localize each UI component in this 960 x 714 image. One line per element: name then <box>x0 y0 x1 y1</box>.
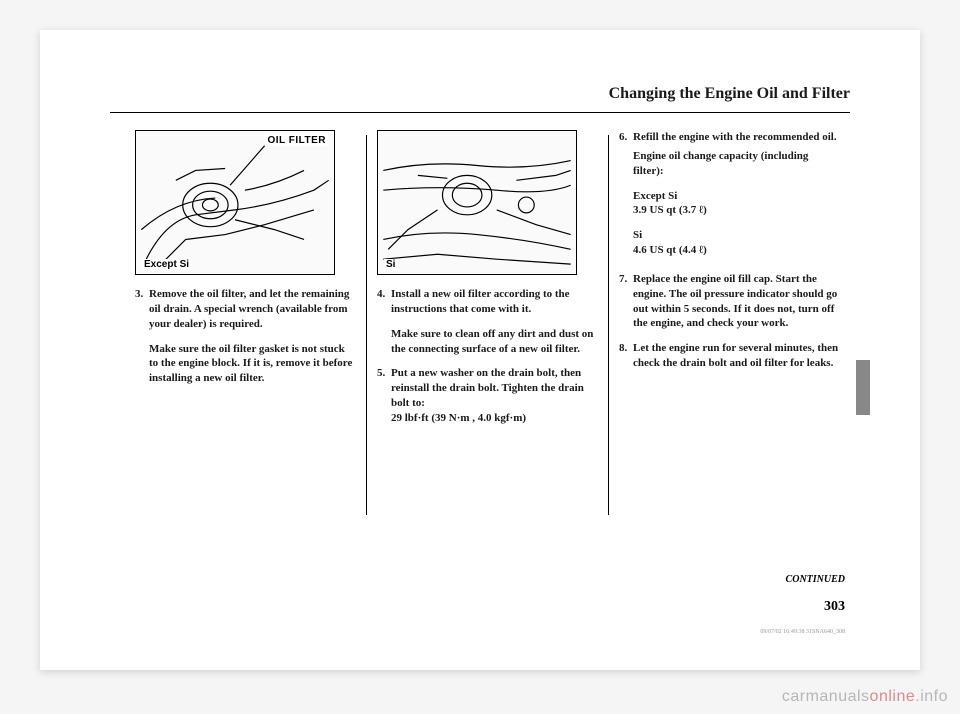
column-2: Si 4. Install a new oil filter according… <box>367 130 608 515</box>
step-5: 5. Put a new washer on the drain bolt, t… <box>377 366 598 425</box>
step-text: Put a new washer on the drain bolt, then… <box>391 367 584 409</box>
step-subtext: Make sure the oil filter gasket is not s… <box>149 342 356 387</box>
watermark-text: online <box>870 688 916 705</box>
column-3: 6. Refill the engine with the recommende… <box>609 130 850 515</box>
step-7: 7. Replace the engine oil fill cap. Star… <box>619 272 840 331</box>
watermark: carmanualsonline.info <box>782 688 948 706</box>
step-text: Remove the oil filter, and let the remai… <box>149 287 356 332</box>
step-3: 3. Remove the oil filter, and let the re… <box>135 287 356 386</box>
content-columns: OIL FILTER Except Si 3. Remove the oil f… <box>125 130 850 515</box>
step-text: Refill the engine with the recommended o… <box>633 130 840 145</box>
step-number: 6. <box>619 130 633 179</box>
figure-label-bottom: Si <box>384 259 397 270</box>
capacity-label: Engine oil change capacity (including fi… <box>633 149 840 179</box>
step-number: 7. <box>619 272 633 331</box>
manual-page: Changing the Engine Oil and Filter <box>40 30 920 670</box>
si-label: Si <box>633 228 840 243</box>
print-code: 09/07/02 16:49:38 31SNA640_308 <box>760 629 845 635</box>
step-text: Let the engine run for several minutes, … <box>633 341 840 371</box>
watermark-text: .info <box>915 688 948 705</box>
step-4: 4. Install a new oil filter according to… <box>377 287 598 356</box>
step-number: 3. <box>135 287 149 332</box>
figure-label-top: OIL FILTER <box>265 135 328 146</box>
step-text: Install a new oil filter according to th… <box>391 287 598 317</box>
step-text: Replace the engine oil fill cap. Start t… <box>633 272 840 331</box>
oil-filter-si-diagram-icon <box>378 131 576 274</box>
except-si-label: Except Si <box>633 189 840 204</box>
figure-except-si: OIL FILTER Except Si <box>135 130 335 275</box>
except-si-value: 3.9 US qt (3.7 ℓ) <box>633 203 840 218</box>
step-8: 8. Let the engine run for several minute… <box>619 341 840 371</box>
header-rule <box>110 112 850 113</box>
step-6: 6. Refill the engine with the recommende… <box>619 130 840 258</box>
watermark-text: carmanuals <box>782 688 870 705</box>
section-tab <box>856 360 870 415</box>
page-number: 303 <box>824 599 845 615</box>
step-number: 4. <box>377 287 391 317</box>
page-title: Changing the Engine Oil and Filter <box>609 85 850 103</box>
oil-filter-diagram-icon <box>136 131 334 274</box>
figure-si: Si <box>377 130 577 275</box>
continued-label: CONTINUED <box>786 574 845 585</box>
step-number: 5. <box>377 366 391 425</box>
step-number: 8. <box>619 341 633 371</box>
step-subtext: Make sure to clean off any dirt and dust… <box>391 327 598 357</box>
si-value: 4.6 US qt (4.4 ℓ) <box>633 243 840 258</box>
torque-value: 29 lbf·ft (39 N·m , 4.0 kgf·m) <box>391 412 526 424</box>
figure-label-bottom: Except Si <box>142 259 191 270</box>
column-1: OIL FILTER Except Si 3. Remove the oil f… <box>125 130 366 515</box>
